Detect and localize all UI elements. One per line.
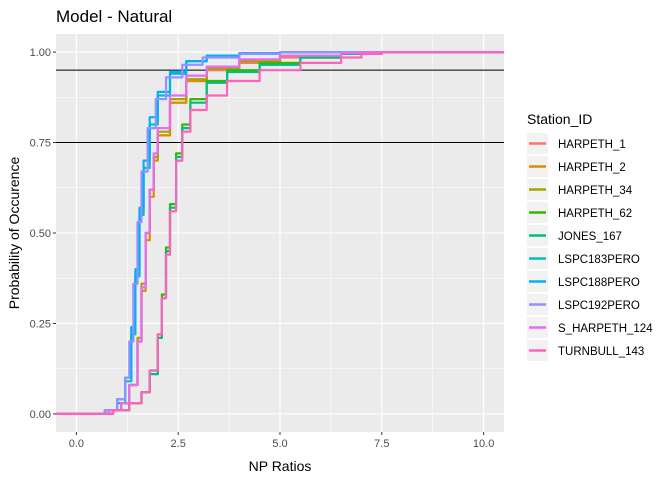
series-lines <box>56 51 504 415</box>
x-axis-title: NP Ratios <box>249 458 312 474</box>
legend-label: LSPC192PERO <box>558 300 640 312</box>
legend-label: HARPETH_34 <box>558 185 633 197</box>
legend-label: LSPC183PERO <box>558 254 640 266</box>
legend-label: HARPETH_1 <box>558 139 626 151</box>
legend-label: LSPC188PERO <box>558 277 640 289</box>
x-tick-label: 2.5 <box>171 438 186 450</box>
legend-label: S_HARPETH_124 <box>558 323 653 335</box>
legend-label: TURNBULL_143 <box>558 346 644 358</box>
y-tick-label: 0.00 <box>30 409 51 421</box>
legend: HARPETH_1 HARPETH_2 HARPETH_34 HARPETH_62 JO… <box>527 133 653 361</box>
series-line-lspc192pero <box>56 51 504 415</box>
legend-title: Station_ID <box>527 111 592 127</box>
legend-label: JONES_167 <box>558 231 622 243</box>
y-tick-label: 0.75 <box>30 138 51 150</box>
legend-label: HARPETH_2 <box>558 162 626 174</box>
x-tick-label: 10.0 <box>473 438 494 450</box>
y-tick-label: 1.00 <box>30 47 51 59</box>
y-axis-ticks: 0.00 0.25 0.50 0.75 1.00 <box>30 47 56 421</box>
x-tick-label: 0.0 <box>69 438 84 450</box>
y-axis-title: Probability of Occurence <box>6 157 22 310</box>
chart-title: Model - Natural <box>56 7 172 26</box>
x-tick-label: 5.0 <box>272 438 287 450</box>
grid-lines <box>56 34 504 432</box>
legend-label: HARPETH_62 <box>558 208 632 220</box>
x-axis-ticks: 0.0 2.5 5.0 7.5 10.0 <box>69 432 494 450</box>
series-line-s-harpeth-124 <box>56 51 504 415</box>
series-line-turnbull-143 <box>56 51 504 415</box>
y-tick-label: 0.50 <box>30 228 51 240</box>
x-tick-label: 7.5 <box>374 438 389 450</box>
y-tick-label: 0.25 <box>30 318 51 330</box>
